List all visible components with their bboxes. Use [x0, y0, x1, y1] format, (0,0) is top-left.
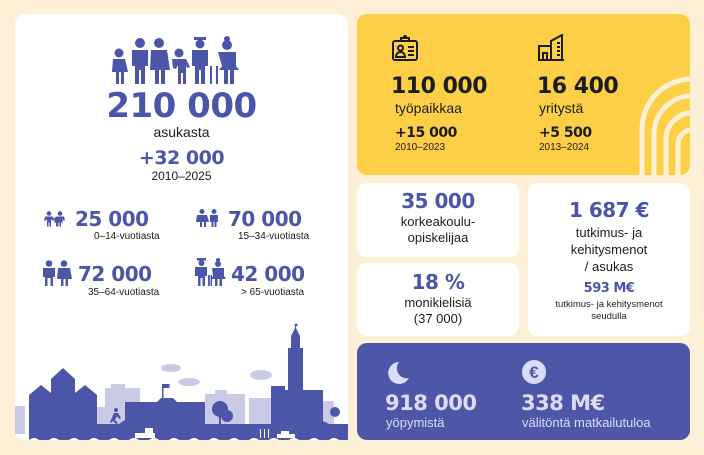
- tourism-card: 918 000 yöpymistä € 338 M€ välitöntä mat…: [357, 343, 690, 440]
- buildings-icon: [538, 34, 564, 61]
- id-badge-icon: [392, 35, 418, 61]
- jobs-period: 2010–2023: [395, 142, 446, 153]
- revenue-label: välitöntä matkailutuloa: [522, 415, 651, 430]
- revenue-value: 338 M€: [521, 391, 605, 415]
- age-group-value: 25 000: [75, 207, 149, 231]
- rnd-label-1: tutkimus- ja: [575, 225, 643, 240]
- age-group-label: 35–64-vuotiasta: [88, 287, 160, 298]
- economy-card: 110 000 työpaikkaa +15 000 2010–2023 16 …: [357, 14, 690, 175]
- age-group-value: 70 000: [228, 207, 302, 231]
- population-growth-period: 2010–2025: [151, 169, 212, 183]
- adults-icon: [43, 260, 72, 286]
- multilingual-value: 18 %: [411, 270, 465, 294]
- age-group-value: 72 000: [78, 262, 152, 286]
- city-skyline-illustration: [15, 323, 348, 440]
- companies-value: 16 400: [537, 74, 619, 99]
- age-group-label: > 65-vuotiasta: [241, 287, 305, 298]
- young-adults-icon: [196, 209, 218, 227]
- svg-text:€: €: [529, 363, 539, 382]
- population-total-label: asukasta: [153, 124, 210, 140]
- companies-period: 2013–2024: [539, 142, 590, 153]
- nights-label: yöpymistä: [386, 415, 445, 430]
- jobs-growth: +15 000: [395, 125, 457, 141]
- elderly-icon: [195, 258, 226, 286]
- rnd-total-value: 593 M€: [583, 281, 635, 296]
- multilingual-label: monikielisiä: [404, 295, 472, 310]
- rnd-label-3: / asukas: [584, 259, 634, 274]
- students-value: 35 000: [401, 189, 475, 213]
- rnd-card: 1 687 € tutkimus- ja kehitysmenot / asuk…: [528, 183, 690, 336]
- rnd-total-label-2: seudulla: [591, 311, 627, 322]
- rnd-per-capita-value: 1 687 €: [568, 198, 650, 222]
- multilingual-card: 18 % monikielisiä (37 000): [357, 263, 519, 336]
- students-label-1: korkeakoulu-: [400, 214, 476, 229]
- students-card: 35 000 korkeakoulu- opiskelijaa: [357, 183, 519, 257]
- population-growth: +32 000: [138, 147, 225, 169]
- age-group-label: 0–14-vuotiasta: [94, 231, 160, 242]
- euro-icon: €: [522, 360, 546, 384]
- students-label-2: opiskelijaa: [407, 230, 469, 245]
- nights-value: 918 000: [385, 391, 477, 415]
- jobs-value: 110 000: [391, 74, 488, 99]
- multilingual-sub: (37 000): [413, 311, 463, 326]
- age-group-value: 42 000: [231, 262, 305, 286]
- population-card: 210 000 asukasta +32 000 2010–2025 25 00…: [15, 14, 348, 440]
- arches-decoration: [639, 76, 690, 175]
- companies-label: yritystä: [539, 100, 584, 116]
- moon-icon: [388, 362, 409, 384]
- children-icon: [44, 211, 65, 227]
- companies-growth: +5 500: [539, 125, 592, 141]
- rnd-label-2: kehitysmenot: [570, 242, 648, 257]
- family-icon: [112, 36, 239, 84]
- jobs-label: työpaikkaa: [395, 100, 462, 116]
- age-group-label: 15–34-vuotiasta: [238, 231, 310, 242]
- population-total: 210 000: [106, 86, 257, 126]
- rnd-total-label-1: tutkimus- ja kehitysmenot: [555, 299, 663, 310]
